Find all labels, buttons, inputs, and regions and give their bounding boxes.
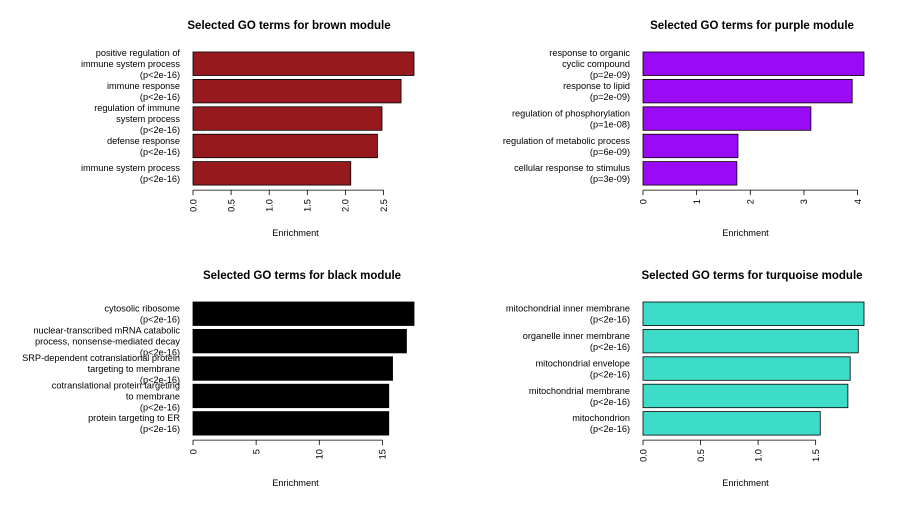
category-label: mitochondrial envelope (p<2e-16) (536, 358, 631, 379)
x-tick-label: 4 (853, 199, 863, 204)
category-label: regulation of phosphorylation (p=1e-08) (512, 108, 630, 129)
category-label: defense response (p<2e-16) (107, 136, 180, 157)
bar (642, 51, 865, 76)
category-label: cotranslational protein targeting to memb… (52, 380, 180, 412)
category-label: cytosolic ribosome (p<2e-16) (104, 304, 180, 325)
bar (192, 356, 393, 381)
chart-panel-3: Selected GO terms for turquoise module mi… (506, 270, 865, 488)
x-tick-label: 1.0 (265, 199, 275, 212)
bar (192, 301, 415, 326)
bar (642, 106, 812, 131)
bar (192, 161, 352, 186)
x-tick-label: 0.0 (188, 199, 198, 212)
x-axis-label: Enrichment (722, 228, 769, 238)
chart-title: Selected GO terms for turquoise module (641, 270, 862, 282)
chart-title: Selected GO terms for black module (203, 270, 401, 282)
x-tick-label: 10 (315, 449, 325, 459)
chart-panel-2: Selected GO terms for black module cytoso… (22, 270, 415, 488)
category-label: immune system process (p<2e-16) (81, 163, 180, 184)
bar (192, 328, 407, 354)
category-label: SRP-dependent cotranslational protein tar… (22, 353, 180, 385)
bar (192, 411, 390, 436)
x-tick-label: 2 (746, 199, 756, 204)
bar (642, 356, 851, 381)
bar (642, 411, 821, 436)
x-tick-label: 0 (638, 199, 648, 204)
x-tick-label: 2.5 (379, 199, 389, 212)
x-tick-label: 1 (692, 199, 702, 204)
bar (642, 383, 849, 409)
bar (192, 51, 415, 76)
x-axis-label: Enrichment (272, 478, 319, 488)
category-label: immune response (p<2e-16) (107, 81, 180, 102)
x-tick-label: 15 (378, 449, 388, 459)
chart-panel-0: Selected GO terms for brown module positi… (81, 20, 415, 238)
bar (192, 383, 390, 409)
category-label: cellular response to stimulus (p=3e-09) (514, 163, 630, 184)
category-label: protein targeting to ER (p<2e-16) (88, 413, 180, 434)
category-label: nuclear-transcribed mRNA catabolic proces… (33, 325, 180, 357)
bar (642, 133, 739, 159)
x-tick-label: 0.0 (638, 449, 648, 462)
x-tick-label: 5 (251, 449, 261, 454)
bar (192, 133, 378, 159)
chart-title: Selected GO terms for purple module (650, 20, 854, 32)
category-label: mitochondrial membrane (p<2e-16) (529, 386, 630, 407)
bar (642, 328, 859, 354)
x-tick-label: 0.5 (696, 449, 706, 462)
category-label: response to organic cyclic compound (p=2e-… (549, 48, 630, 80)
category-label: regulation of metabolic process (p=6e-09) (503, 136, 631, 157)
x-tick-label: 2.0 (341, 199, 351, 212)
bar (642, 79, 853, 104)
x-axis-label: Enrichment (722, 478, 769, 488)
category-label: mitochondrion (p<2e-16) (572, 413, 630, 434)
bar (192, 79, 402, 104)
x-axis-label: Enrichment (272, 228, 319, 238)
category-label: mitochondrial inner membrane (p<2e-16) (506, 304, 630, 325)
x-tick-label: 0.5 (226, 199, 236, 212)
bar (642, 301, 865, 326)
chart-panel-1: Selected GO terms for purple module respo… (503, 20, 865, 238)
category-label: organelle inner membrane (p<2e-16) (523, 331, 630, 352)
x-tick-label: 3 (799, 199, 809, 204)
category-label: regulation of immune system process (p<2e-… (94, 103, 180, 135)
x-tick-label: 1.5 (811, 449, 821, 462)
category-label: positive regulation of immune system proc… (81, 48, 180, 80)
category-label: response to lipid (p=2e-09) (563, 81, 630, 102)
x-tick-label: 1.5 (303, 199, 313, 212)
x-tick-label: 0 (188, 449, 198, 454)
chart-title: Selected GO terms for brown module (187, 20, 390, 32)
bar (642, 161, 738, 186)
bar (192, 106, 383, 131)
x-tick-label: 1.0 (753, 449, 763, 462)
